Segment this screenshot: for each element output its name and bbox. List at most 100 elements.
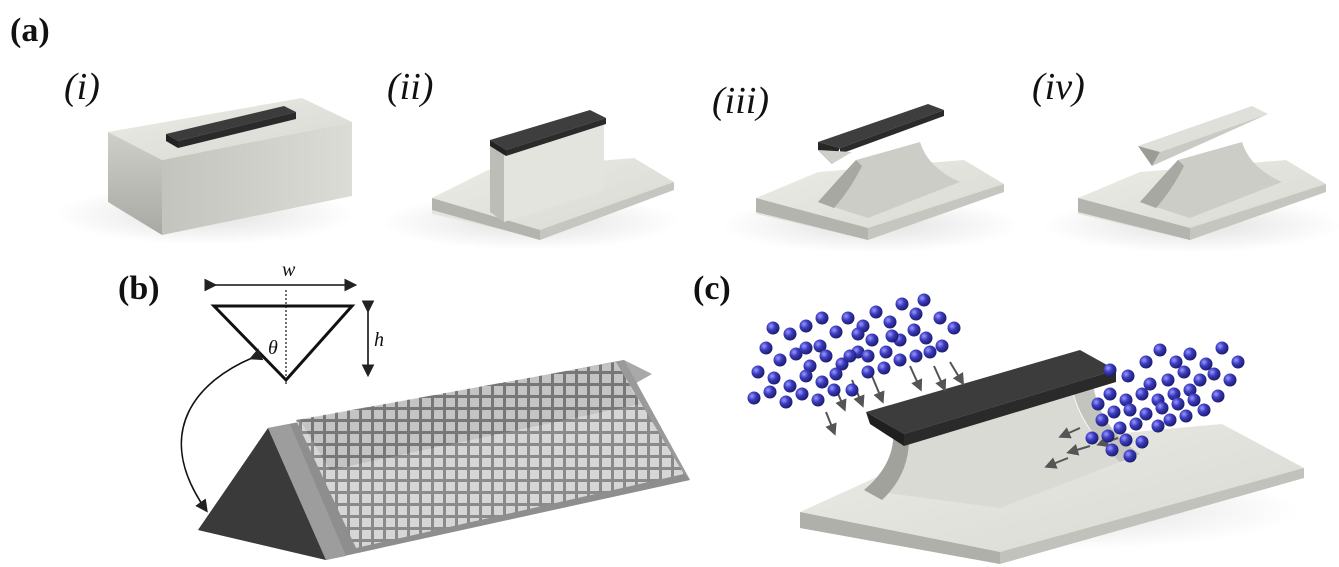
step-iii-label: (iii) — [712, 80, 769, 122]
ion-particle — [1085, 431, 1099, 445]
ion-particle — [763, 385, 777, 399]
ion-particle — [1171, 397, 1185, 411]
ion-particle — [1163, 413, 1177, 427]
ion-particle — [1211, 389, 1225, 403]
ion-particle — [1231, 355, 1245, 369]
ion-particle — [935, 339, 949, 353]
cross-section-diagram — [180, 278, 375, 513]
ion-particle — [879, 345, 893, 359]
ion-particle — [1161, 373, 1175, 387]
ion-particle — [1151, 419, 1165, 433]
ion-particle — [766, 321, 780, 335]
ion-particle — [1103, 387, 1117, 401]
angle-connector-arrow — [180, 348, 264, 513]
ion-particle — [1183, 347, 1197, 361]
ion-particle — [767, 371, 781, 385]
ion-particle — [1187, 393, 1201, 407]
ion-particle — [1119, 393, 1133, 407]
angle-label: θ — [268, 337, 278, 359]
ion-particle — [885, 329, 899, 343]
ion-particle — [813, 339, 827, 353]
triangular-prism — [198, 360, 690, 560]
triangle-outline — [210, 304, 356, 383]
ion-particle — [851, 327, 865, 341]
ion-particle — [799, 369, 813, 383]
ion-particle — [1121, 369, 1135, 383]
ion-particle — [1107, 405, 1121, 419]
ion-particle — [1207, 367, 1221, 381]
ion-particle — [909, 349, 923, 363]
ion-particle — [947, 321, 961, 335]
ion-particle — [1103, 363, 1117, 377]
ion-particle — [1177, 365, 1191, 379]
ion-particle — [1155, 401, 1169, 415]
ion-particle — [933, 311, 947, 325]
ion-particle — [1113, 421, 1127, 435]
ion-particle — [841, 311, 855, 325]
ion-particle — [747, 391, 761, 405]
ion-particle — [783, 327, 797, 341]
step-ii-ridge — [380, 110, 680, 250]
ion-particle — [815, 375, 829, 389]
ion-particle — [1167, 387, 1181, 401]
ion-particle — [795, 387, 809, 401]
step-ii-label: (ii) — [387, 66, 434, 108]
ion-particle — [799, 341, 813, 355]
ion-particle — [759, 341, 773, 355]
ion-particle — [799, 319, 813, 333]
ion-particle — [1183, 383, 1197, 397]
ion-particle — [895, 297, 909, 311]
ion-particle — [1153, 343, 1167, 357]
ion-particle — [1169, 355, 1183, 369]
ion-particle — [861, 365, 875, 379]
ion-particle — [1223, 373, 1237, 387]
ion-particle — [1123, 403, 1137, 417]
ion-particle — [923, 345, 937, 359]
ion-particle — [1135, 387, 1149, 401]
ion-particle — [917, 293, 931, 307]
ion-particle — [869, 305, 883, 319]
step-i-label: (i) — [64, 66, 100, 108]
ion-particle — [907, 323, 921, 337]
prism-end-face — [198, 428, 326, 560]
ion-particle — [1197, 403, 1211, 417]
ion-particle — [1129, 417, 1143, 431]
mask-strip — [818, 104, 944, 148]
ion-particle — [1101, 429, 1115, 443]
ion-particle — [1105, 443, 1119, 457]
ion-particle — [845, 383, 859, 397]
ion-particle — [843, 349, 857, 363]
ion-particle — [919, 331, 933, 345]
ion-particle — [829, 325, 843, 339]
ion-particle — [835, 357, 849, 371]
mask-strip — [490, 110, 606, 150]
ion-particle — [815, 311, 829, 325]
ion-particle — [1119, 433, 1133, 447]
ion-particle — [909, 307, 923, 321]
ion-particle — [1139, 355, 1153, 369]
step-i-block — [55, 98, 355, 245]
ion-particle — [883, 315, 897, 329]
panel-b-label: (b) — [118, 270, 160, 307]
ion-particle — [893, 353, 907, 367]
ion-particle — [861, 349, 875, 363]
ion-particle — [1179, 409, 1193, 423]
etch-illustration — [800, 350, 1304, 564]
ion-particle — [803, 359, 817, 373]
width-label: w — [282, 259, 296, 281]
panel-a-label: (a) — [10, 12, 50, 49]
ion-particle — [877, 361, 891, 375]
ion-particle — [751, 365, 765, 379]
ion-particle — [1095, 413, 1109, 427]
mask-strip-c — [866, 350, 1116, 434]
ion-particle — [1193, 373, 1207, 387]
ion-particle — [779, 395, 793, 409]
ion-particle — [1135, 435, 1149, 449]
panel-c-label: (c) — [693, 270, 731, 307]
ion-particle — [827, 383, 841, 397]
ion-direction-arrows — [825, 361, 1119, 469]
ion-particle — [1123, 449, 1137, 463]
step-iv-label: (iv) — [1032, 66, 1085, 108]
ion-particle — [773, 353, 787, 367]
